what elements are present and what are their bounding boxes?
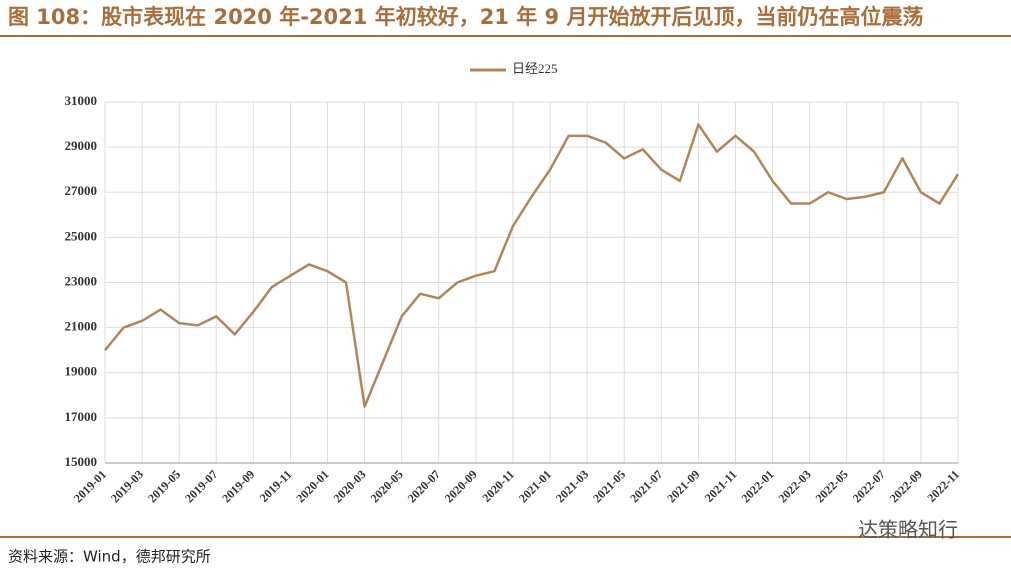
x-tick-label: 2020-09 — [442, 467, 480, 505]
x-tick-label: 2019-07 — [182, 467, 220, 505]
chart-title: 图 108：股市表现在 2020 年-2021 年初较好，21 年 9 月开始放… — [8, 5, 923, 29]
y-tick-label: 15000 — [65, 454, 98, 469]
x-tick-label: 2022-05 — [813, 467, 851, 505]
y-tick-label: 31000 — [65, 93, 98, 108]
x-tick-label: 2020-07 — [405, 467, 443, 505]
x-tick-label: 2019-05 — [145, 467, 183, 505]
x-tick-label: 2019-11 — [257, 467, 295, 505]
y-tick-label: 23000 — [65, 273, 98, 288]
x-tick-label: 2021-05 — [590, 467, 628, 505]
x-tick-label: 2022-03 — [776, 467, 814, 505]
x-tick-label: 2019-09 — [219, 467, 257, 505]
x-tick-label: 2020-05 — [368, 467, 406, 505]
y-tick-label: 27000 — [65, 183, 98, 198]
x-tick-label: 2020-11 — [479, 467, 517, 505]
x-tick-label: 2021-03 — [553, 467, 591, 505]
x-tick-label: 2022-01 — [738, 467, 776, 505]
source: 资料来源：Wind，德邦研究所 — [8, 548, 211, 566]
x-tick-label: 2022-09 — [887, 467, 925, 505]
x-tick-label: 2021-01 — [516, 467, 554, 505]
x-tick-label: 2021-09 — [664, 467, 702, 505]
y-tick-label: 25000 — [65, 228, 98, 243]
x-tick-label: 2022-07 — [850, 467, 888, 505]
x-tick-label: 2019-01 — [71, 467, 109, 505]
x-tick-label: 2019-03 — [108, 467, 146, 505]
y-tick-label: 19000 — [65, 364, 98, 379]
y-tick-label: 21000 — [65, 319, 98, 334]
y-tick-label: 17000 — [65, 409, 98, 424]
x-tick-label: 2020-01 — [293, 467, 331, 505]
watermark: 达策略知行 — [858, 518, 958, 542]
x-tick-label: 2021-07 — [627, 467, 665, 505]
x-tick-label: 2021-11 — [702, 467, 740, 505]
x-tick-label: 2022-11 — [924, 467, 962, 505]
y-tick-label: 29000 — [65, 138, 98, 153]
legend-label: 日经225 — [512, 61, 558, 76]
series-line — [104, 123, 960, 408]
x-tick-label: 2020-03 — [330, 467, 368, 505]
